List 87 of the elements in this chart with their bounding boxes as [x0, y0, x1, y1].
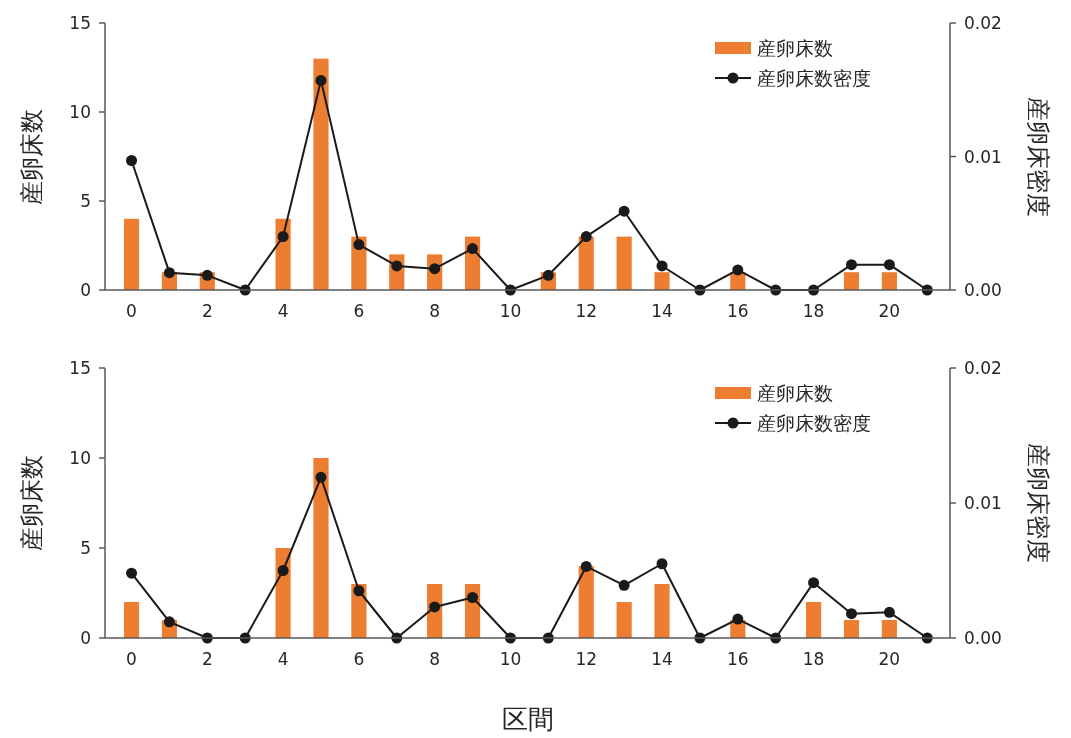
- bar: [806, 602, 822, 638]
- point: [315, 74, 327, 86]
- y-axis-title: 産卵床数: [18, 108, 46, 205]
- y2-tick-label: 0.00: [964, 280, 1002, 300]
- bar: [881, 272, 897, 290]
- x-tick-label: 10: [499, 301, 522, 321]
- x-tick-label: 6: [353, 301, 365, 321]
- x-tick-label: 2: [201, 649, 213, 669]
- y2-tick-label: 0.02: [964, 13, 1002, 33]
- y2-tick-label: 0.01: [964, 493, 1002, 513]
- point: [429, 601, 441, 613]
- x-tick-label: 20: [878, 301, 901, 321]
- x-tick-label: 8: [429, 301, 441, 321]
- y-axis-title: 産卵床数: [18, 455, 46, 551]
- x-tick-label: 12: [575, 301, 598, 321]
- y-tick-label: 0: [80, 280, 91, 300]
- point: [845, 259, 857, 271]
- y2-axis-title: 産卵床密度: [1024, 443, 1052, 563]
- x-tick-label: 8: [429, 649, 441, 669]
- x-tick-label: 2: [201, 301, 213, 321]
- x-tick-label: 14: [651, 301, 673, 321]
- point: [656, 558, 668, 570]
- bar: [578, 566, 594, 638]
- x-tick-label: 4: [277, 649, 289, 669]
- y-tick-label: 10: [69, 102, 91, 122]
- point: [845, 608, 857, 620]
- x-tick-label: 16: [726, 301, 749, 321]
- point: [467, 243, 479, 255]
- x-tick-label: 16: [726, 649, 749, 669]
- point: [163, 267, 175, 279]
- bar: [881, 620, 897, 638]
- point: [353, 585, 365, 597]
- bar: [578, 236, 594, 290]
- bar: [843, 272, 860, 290]
- y-tick-label: 15: [69, 358, 91, 378]
- point: [808, 577, 820, 589]
- point: [580, 560, 592, 572]
- bar: [654, 272, 670, 290]
- x-tick-label: 18: [802, 301, 825, 321]
- y2-tick-label: 0.01: [964, 146, 1002, 167]
- point: [618, 205, 630, 217]
- y2-axis-title: 産卵床密度: [1024, 96, 1052, 217]
- legend-label: 産卵床数: [757, 382, 833, 404]
- legend-label: 産卵床数密度: [757, 412, 871, 434]
- bar: [654, 584, 670, 638]
- bar: [313, 58, 329, 290]
- y-tick-label: 0: [80, 628, 91, 648]
- point: [732, 264, 744, 276]
- point: [883, 606, 895, 618]
- x-tick-label: 0: [126, 649, 137, 669]
- x-tick-label: 6: [353, 649, 365, 669]
- bar: [616, 602, 632, 638]
- point: [580, 231, 592, 243]
- x-tick-label: 14: [651, 649, 673, 669]
- x-tick-label: 0: [126, 301, 137, 321]
- point: [467, 592, 479, 603]
- bar: [616, 236, 632, 290]
- y-tick-label: 15: [69, 13, 91, 33]
- bar: [123, 602, 140, 638]
- y2-tick-label: 0.00: [964, 628, 1002, 648]
- point: [732, 613, 744, 625]
- legend-label: 産卵床数密度: [757, 67, 871, 89]
- point: [163, 616, 175, 628]
- x-tick-label: 4: [277, 301, 289, 321]
- bar: [843, 620, 860, 638]
- bar: [275, 548, 291, 638]
- y-tick-label: 5: [80, 538, 91, 558]
- point: [126, 155, 138, 167]
- x-tick-label: 20: [878, 649, 901, 669]
- y2-tick-label: 0.02: [964, 358, 1002, 378]
- point: [353, 239, 365, 251]
- point: [277, 231, 289, 243]
- y-tick-label: 10: [69, 448, 91, 468]
- legend-label: 産卵床数: [757, 37, 833, 59]
- x-axis-title: 区間: [501, 704, 554, 734]
- point: [618, 579, 630, 591]
- point: [656, 260, 668, 272]
- y-tick-label: 5: [80, 191, 91, 211]
- point: [126, 567, 138, 579]
- point: [277, 565, 289, 576]
- x-tick-label: 12: [575, 649, 598, 669]
- bar: [313, 458, 329, 638]
- x-tick-label: 18: [802, 649, 825, 669]
- point: [883, 259, 895, 271]
- x-tick-label: 10: [499, 649, 522, 669]
- bar: [123, 218, 140, 290]
- point: [315, 471, 327, 483]
